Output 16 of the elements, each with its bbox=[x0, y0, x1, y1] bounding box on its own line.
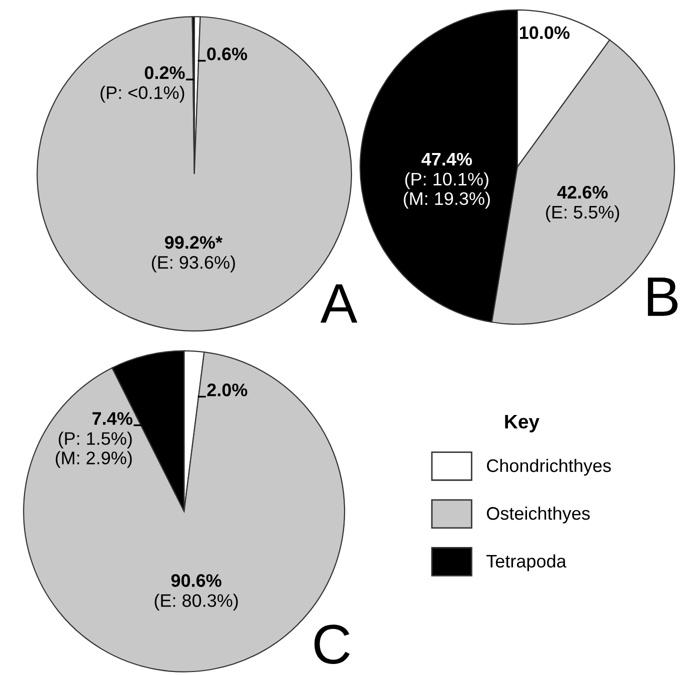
data-label: 0.6% bbox=[207, 48, 248, 60]
data-label: 10.0% bbox=[520, 26, 570, 40]
data-label: 99.2%* (E: 93.6%) bbox=[152, 236, 235, 272]
text: C bbox=[314, 624, 350, 664]
data-label: 7.4% (P: 1.5%) (M: 2.9%) bbox=[56, 412, 132, 468]
data-label: 47.4% (P: 10.1%) (M: 19.3%) bbox=[404, 152, 490, 209]
legend-label: Osteichthyes bbox=[486, 506, 590, 524]
data-label: 2.0% bbox=[207, 384, 248, 396]
data-label: 0.2% (P: <0.1%) bbox=[100, 66, 185, 103]
legend-label: Chondrichthyes bbox=[486, 458, 611, 476]
legend-label: Tetrapoda bbox=[486, 554, 566, 572]
data-label: 90.6% (E: 80.3%) bbox=[154, 574, 238, 611]
text: B bbox=[648, 278, 678, 316]
text: A bbox=[320, 284, 358, 323]
data-label: 42.6% (E: 5.5%) bbox=[546, 186, 620, 222]
legend-title: Key bbox=[505, 414, 540, 432]
